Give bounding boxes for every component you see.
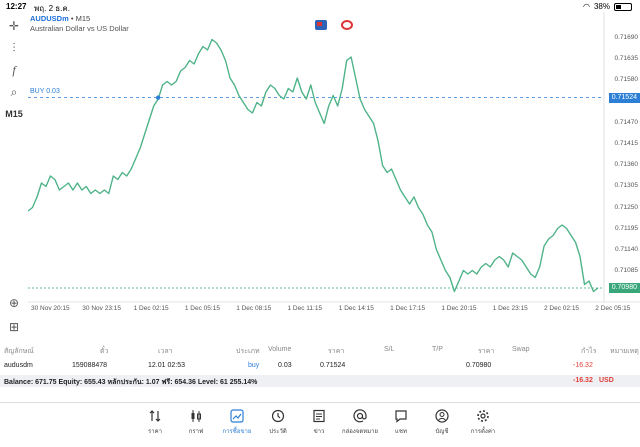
price-axis-label: 0.71635 — [614, 55, 639, 63]
col-volume: Volume — [268, 346, 292, 353]
price-chart[interactable]: AUDUSDm • M15 Australian Dollar vs US Do… — [28, 12, 640, 342]
wifi-icon: ◠ — [583, 2, 590, 11]
price-axis-label: 0.71360 — [614, 161, 639, 169]
price-axis-label: 0.71305 — [614, 182, 639, 190]
symbol-info: AUDUSDm • M15 Australian Dollar vs US Do… — [30, 14, 129, 33]
objects-icon[interactable]: ⌕ — [10, 84, 18, 99]
entry-marker[interactable] — [155, 95, 161, 100]
time-axis-label: 2 Dec 05:15 — [595, 305, 631, 312]
battery-level — [616, 4, 622, 9]
time-axis-label: 2 Dec 02:15 — [544, 305, 580, 312]
au-flag-icon — [315, 20, 327, 30]
time-axis-label: 1 Dec 02:15 — [133, 305, 169, 312]
time-axis-label: 30 Nov 20:15 — [31, 305, 70, 312]
col-sl: S/L — [384, 346, 395, 353]
tab-chart[interactable]: กราฟ — [172, 409, 220, 436]
trade-table: สัญลักษณ์ ตั๋ว เวลา ประเภท Volume ราคา S… — [0, 342, 640, 402]
status-bar: 12:27 พฤ. 2 ธ.ค. ◠ 38% — [0, 0, 640, 14]
col-tp: T/P — [432, 346, 443, 353]
balance-bar: Balance: 671.75 Equity: 655.43 หลักประกั… — [0, 375, 640, 387]
chart-svg — [28, 12, 640, 303]
price-axis-label: 0.71140 — [614, 246, 638, 253]
buy-position-label: BUY 0.03 — [30, 87, 60, 95]
battery-icon — [614, 2, 632, 11]
symbol-code: AUDUSDm — [30, 14, 69, 23]
price-axis-label: 0.71415 — [614, 140, 639, 147]
us-flag-icon — [341, 20, 353, 30]
price-axis-label: 0.71195 — [614, 224, 638, 232]
chat-icon — [395, 410, 407, 423]
tab-settings[interactable]: การตั้งค่า — [459, 409, 507, 436]
symbol-description: Australian Dollar vs US Dollar — [30, 24, 129, 33]
news-icon — [313, 409, 325, 423]
account-icon — [435, 409, 449, 423]
function-icon[interactable]: f — [12, 62, 16, 77]
time-axis-label: 30 Nov 23:15 — [82, 305, 121, 312]
price-axis-label: 0.71470 — [614, 118, 639, 126]
timeframe-button[interactable]: M15 — [5, 109, 23, 119]
col-symbol: สัญลักษณ์ — [4, 348, 34, 355]
col-profit: กำไร — [581, 348, 597, 355]
price-axis-label: 0.71250 — [614, 203, 639, 211]
tab-trade[interactable]: การซื้อขาย — [213, 409, 261, 436]
tab-mailbox[interactable]: กล่องจดหมาย — [336, 409, 384, 436]
gear-icon — [477, 410, 489, 422]
chart-toolbar: ✛ ⫶ f ⌕ M15 ⊕ ⊞ — [0, 12, 28, 342]
total-profit: -16.32 — [573, 377, 593, 384]
time-axis-label: 1 Dec 11:15 — [287, 305, 323, 312]
at-icon — [353, 409, 367, 423]
time-axis-label: 1 Dec 14:15 — [338, 305, 374, 312]
col-price: ราคา — [328, 348, 345, 355]
crosshair-icon[interactable]: ✛ — [8, 19, 20, 33]
balance-summary: Balance: 671.75 Equity: 655.43 หลักประกั… — [4, 379, 258, 386]
time-axis-label: 1 Dec 05:15 — [184, 305, 220, 312]
current-price-tag: 0.70980 — [608, 283, 640, 293]
price-axis-label: 0.71580 — [614, 76, 639, 84]
price-axis-label: 0.71690 — [614, 34, 639, 41]
tab-history[interactable]: ประวัติ — [254, 409, 302, 436]
time-axis-label: 1 Dec 23:15 — [492, 305, 528, 312]
tab-chat[interactable]: แชท — [377, 409, 425, 436]
col-comment: หมายเหตุ — [610, 348, 639, 355]
candles-icon — [191, 410, 201, 422]
new-order-icon[interactable]: ⊞ — [8, 320, 20, 334]
profit-currency: USD — [599, 377, 614, 384]
col-current-price: ราคา — [478, 348, 495, 355]
price-line-series — [28, 38, 599, 293]
time-axis-label: 1 Dec 17:15 — [390, 305, 426, 312]
tab-quotes[interactable]: ราคา — [131, 409, 179, 436]
indicators-icon[interactable]: ⫶ — [12, 40, 16, 55]
col-ticket: ตั๋ว — [100, 348, 109, 355]
bottom-tab-bar: ราคา กราฟ การซื้อขาย ประวัติ ข่าว กล่องจ… — [0, 402, 640, 447]
tab-account[interactable]: บัญชี — [418, 409, 466, 436]
arrows-updown-icon — [149, 410, 161, 422]
status-date: พฤ. 2 ธ.ค. — [34, 4, 70, 13]
time-axis-label: 1 Dec 20:15 — [441, 305, 477, 312]
table-row[interactable]: audusdm 159088478 12.01 02:53 buy 0.03 0… — [4, 362, 593, 369]
price-axis-label: 0.71085 — [614, 267, 639, 275]
status-time: 12:27 — [6, 2, 27, 11]
zoom-icon[interactable]: ⊕ — [8, 296, 20, 310]
time-axis-label: 1 Dec 08:15 — [236, 305, 272, 312]
buy-price-tag: 0.71524 — [608, 92, 640, 103]
history-icon — [271, 409, 285, 423]
symbol-timeframe: M15 — [75, 14, 91, 23]
col-time: เวลา — [158, 348, 173, 355]
battery-percent: 38% — [593, 2, 610, 11]
col-type: ประเภท — [236, 348, 260, 355]
trade-chart-icon — [230, 409, 244, 423]
col-swap: Swap — [512, 346, 530, 353]
tab-news[interactable]: ข่าว — [295, 409, 343, 436]
table-header: สัญลักษณ์ ตั๋ว เวลา ประเภท Volume ราคา S… — [0, 346, 640, 358]
